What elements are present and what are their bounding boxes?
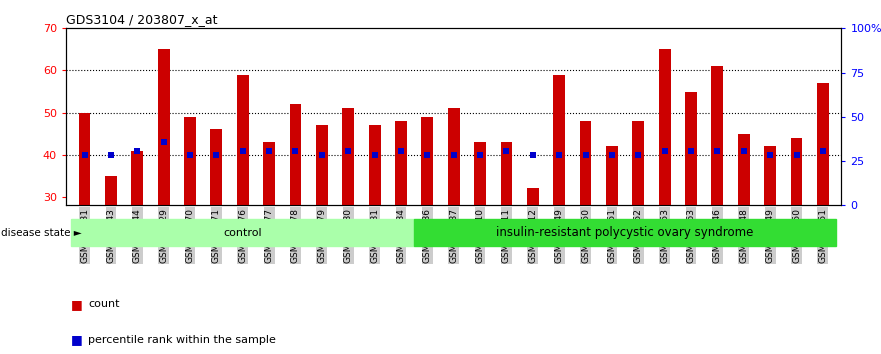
Bar bbox=[316, 125, 328, 205]
Bar bbox=[263, 142, 275, 205]
Bar bbox=[527, 188, 539, 205]
Bar bbox=[817, 83, 829, 205]
Text: ■: ■ bbox=[70, 333, 82, 346]
Bar bbox=[290, 104, 301, 205]
Text: count: count bbox=[88, 299, 120, 309]
Text: disease state ►: disease state ► bbox=[1, 228, 82, 238]
Bar bbox=[790, 138, 803, 205]
Bar bbox=[414, 219, 836, 246]
Bar bbox=[211, 130, 222, 205]
Bar bbox=[712, 66, 723, 205]
Text: ■: ■ bbox=[70, 298, 82, 311]
Bar bbox=[580, 121, 591, 205]
Bar bbox=[71, 219, 414, 246]
Bar bbox=[500, 142, 513, 205]
Bar bbox=[738, 134, 750, 205]
Bar bbox=[368, 125, 381, 205]
Bar bbox=[343, 108, 354, 205]
Bar bbox=[606, 146, 618, 205]
Bar bbox=[237, 75, 248, 205]
Text: insulin-resistant polycystic ovary syndrome: insulin-resistant polycystic ovary syndr… bbox=[496, 226, 754, 239]
Bar bbox=[685, 92, 697, 205]
Bar bbox=[633, 121, 644, 205]
Bar bbox=[553, 75, 565, 205]
Bar bbox=[105, 176, 117, 205]
Bar bbox=[474, 142, 486, 205]
Bar bbox=[448, 108, 460, 205]
Bar bbox=[158, 50, 169, 205]
Bar bbox=[131, 150, 144, 205]
Text: percentile rank within the sample: percentile rank within the sample bbox=[88, 335, 276, 345]
Text: GDS3104 / 203807_x_at: GDS3104 / 203807_x_at bbox=[66, 13, 218, 26]
Bar bbox=[395, 121, 407, 205]
Bar bbox=[764, 146, 776, 205]
Text: control: control bbox=[224, 228, 262, 238]
Bar bbox=[659, 50, 670, 205]
Bar bbox=[421, 117, 433, 205]
Bar bbox=[184, 117, 196, 205]
Bar bbox=[78, 113, 91, 205]
